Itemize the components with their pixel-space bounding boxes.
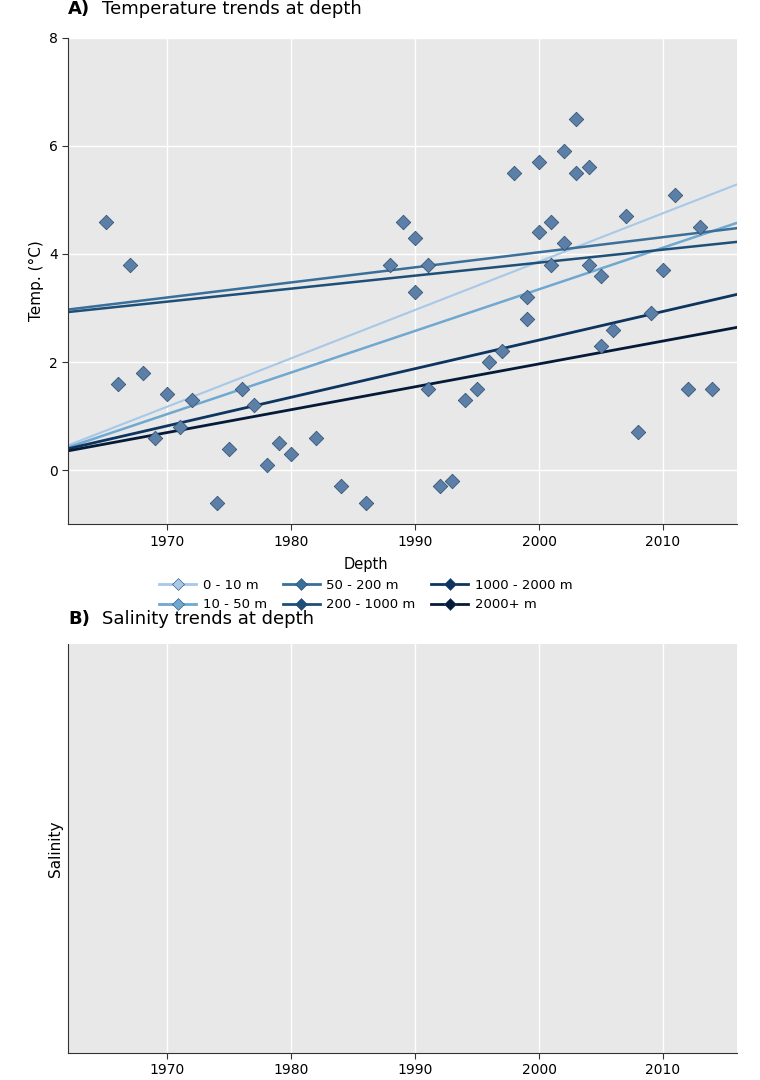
- Point: [397, 213, 409, 230]
- Point: [248, 396, 260, 414]
- Point: [422, 256, 434, 273]
- Point: [682, 380, 694, 397]
- Point: [607, 321, 619, 338]
- Point: [458, 391, 470, 408]
- Point: [409, 229, 421, 246]
- Point: [533, 224, 545, 241]
- Point: [582, 159, 594, 176]
- Point: [558, 143, 570, 160]
- Point: [483, 353, 496, 370]
- Text: Salinity trends at depth: Salinity trends at depth: [102, 610, 314, 629]
- Point: [149, 429, 161, 446]
- Point: [570, 164, 582, 181]
- Point: [161, 386, 173, 403]
- Point: [285, 445, 297, 462]
- Point: [619, 207, 632, 225]
- Point: [533, 153, 545, 171]
- Text: B): B): [68, 610, 90, 629]
- Point: [632, 423, 644, 441]
- Point: [508, 164, 521, 181]
- Y-axis label: Salinity: Salinity: [48, 821, 63, 877]
- Point: [409, 283, 421, 300]
- Legend: 0 - 10 m, 10 - 50 m, 50 - 200 m, 200 - 1000 m, 1000 - 2000 m, 2000+ m: 0 - 10 m, 10 - 50 m, 50 - 200 m, 200 - 1…: [155, 553, 577, 616]
- Point: [124, 256, 136, 273]
- Point: [186, 391, 198, 408]
- Text: A): A): [68, 0, 90, 18]
- Point: [657, 261, 669, 279]
- Point: [595, 267, 607, 284]
- Point: [174, 418, 186, 435]
- Point: [595, 337, 607, 354]
- Point: [310, 429, 322, 446]
- Point: [137, 364, 149, 381]
- Point: [496, 342, 508, 360]
- Point: [546, 213, 558, 230]
- Point: [273, 434, 285, 451]
- Point: [112, 375, 124, 392]
- Point: [385, 256, 397, 273]
- Point: [335, 477, 347, 495]
- Point: [236, 380, 248, 397]
- Point: [434, 477, 446, 495]
- Point: [446, 472, 458, 489]
- Point: [422, 380, 434, 397]
- Point: [223, 440, 236, 457]
- Point: [706, 380, 718, 397]
- Point: [211, 494, 223, 511]
- Point: [558, 234, 570, 252]
- Point: [644, 305, 657, 322]
- Point: [670, 186, 682, 203]
- Point: [582, 256, 594, 273]
- Y-axis label: Temp. (°C): Temp. (°C): [29, 241, 43, 322]
- Point: [546, 256, 558, 273]
- Point: [521, 288, 533, 306]
- Point: [694, 218, 706, 235]
- Point: [100, 213, 112, 230]
- Text: Temperature trends at depth: Temperature trends at depth: [102, 0, 362, 18]
- Point: [521, 310, 533, 327]
- Point: [570, 110, 582, 127]
- Point: [471, 380, 483, 397]
- Point: [261, 456, 273, 473]
- Point: [359, 494, 372, 511]
